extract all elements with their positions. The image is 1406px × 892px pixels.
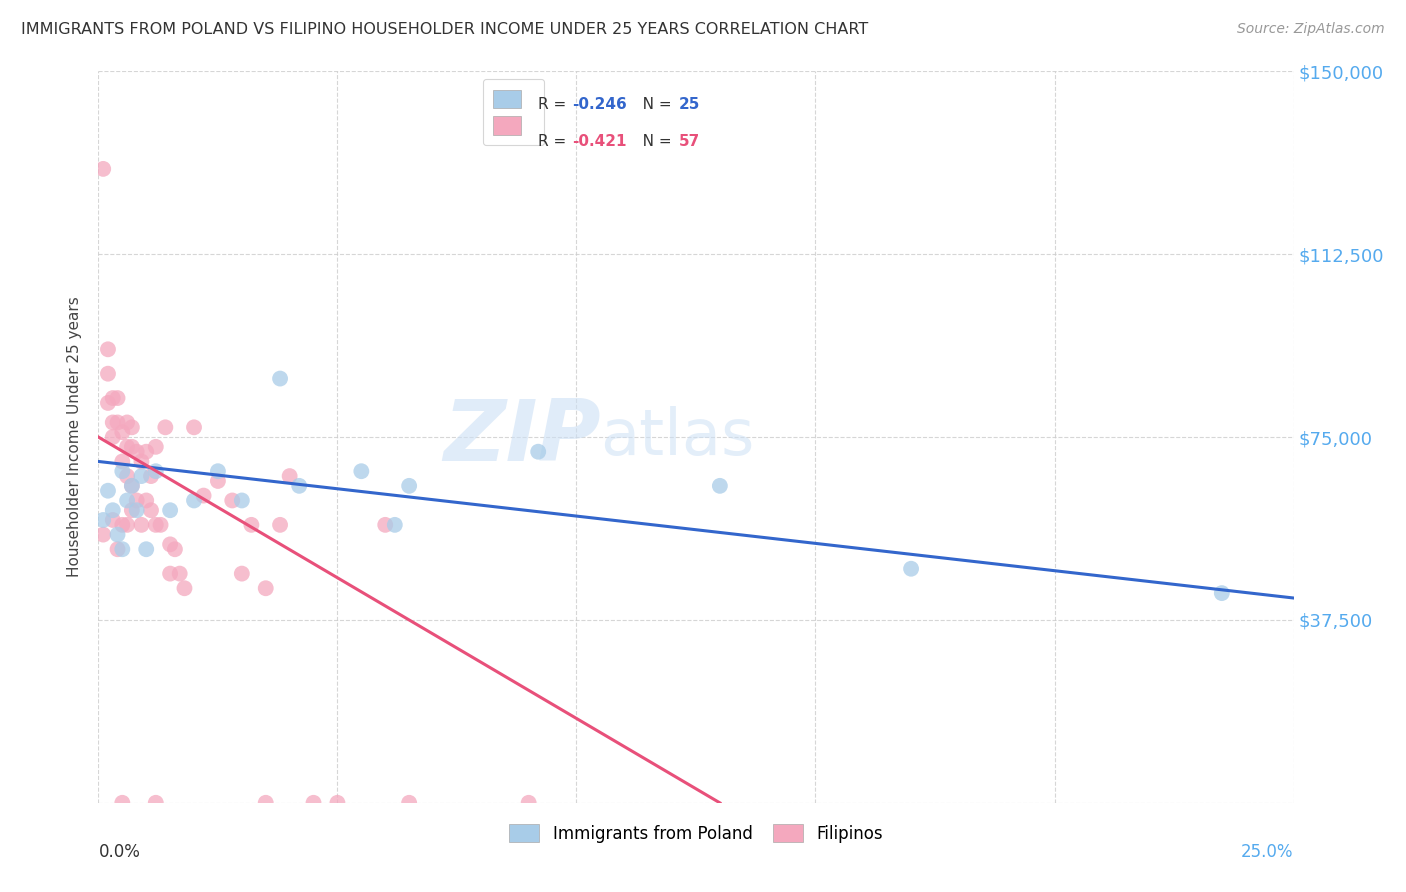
Text: R =: R = [538, 97, 571, 112]
Point [101, 513, 124, 527]
Text: Source: ZipAtlas.com: Source: ZipAtlas.com [1237, 22, 1385, 37]
Point [131, 469, 153, 483]
Text: -0.421: -0.421 [572, 134, 626, 149]
Point [111, 517, 134, 532]
Point [254, 581, 277, 595]
Point [131, 517, 153, 532]
Point [221, 493, 243, 508]
Point [145, 796, 167, 810]
Point [107, 527, 129, 541]
Point [207, 464, 229, 478]
Point [135, 542, 157, 557]
Point [350, 464, 373, 478]
Text: 25.0%: 25.0% [1241, 843, 1294, 861]
Point [121, 420, 143, 434]
Point [517, 796, 540, 810]
Point [101, 430, 124, 444]
Point [97, 483, 120, 498]
Point [240, 517, 263, 532]
Point [125, 503, 148, 517]
Point [269, 517, 291, 532]
Text: N =: N = [628, 134, 676, 149]
Point [269, 371, 291, 385]
Point [131, 454, 153, 468]
Point [1211, 586, 1233, 600]
Text: atlas: atlas [600, 406, 755, 468]
Point [115, 440, 138, 454]
Point [288, 479, 311, 493]
Point [121, 440, 143, 454]
Point [302, 796, 325, 810]
Text: ZIP: ZIP [443, 395, 600, 479]
Point [121, 503, 143, 517]
Point [173, 581, 195, 595]
Text: -0.246: -0.246 [572, 97, 627, 112]
Point [111, 425, 134, 440]
Point [97, 367, 120, 381]
Point [115, 469, 138, 483]
Point [91, 527, 114, 541]
Point [115, 517, 138, 532]
Point [111, 796, 134, 810]
Y-axis label: Householder Income Under 25 years: Householder Income Under 25 years [67, 297, 83, 577]
Point [97, 343, 120, 357]
Text: IMMIGRANTS FROM POLAND VS FILIPINO HOUSEHOLDER INCOME UNDER 25 YEARS CORRELATION: IMMIGRANTS FROM POLAND VS FILIPINO HOUSE… [21, 22, 869, 37]
Legend: Immigrants from Poland, Filipinos: Immigrants from Poland, Filipinos [503, 817, 889, 849]
Point [139, 469, 162, 483]
Point [91, 161, 114, 176]
Point [527, 444, 550, 458]
Point [193, 489, 215, 503]
Point [159, 537, 181, 551]
Point [107, 542, 129, 557]
Point [900, 562, 922, 576]
Point [97, 396, 120, 410]
Point [115, 493, 138, 508]
Point [135, 444, 157, 458]
Point [159, 503, 181, 517]
Point [183, 420, 205, 434]
Point [101, 416, 124, 430]
Point [145, 517, 167, 532]
Point [101, 391, 124, 405]
Point [709, 479, 731, 493]
Point [111, 542, 134, 557]
Point [149, 517, 172, 532]
Point [169, 566, 191, 581]
Point [384, 517, 406, 532]
Text: 25: 25 [679, 97, 700, 112]
Point [183, 493, 205, 508]
Point [121, 479, 143, 493]
Point [115, 416, 138, 430]
Point [278, 469, 301, 483]
Point [111, 464, 134, 478]
Point [107, 391, 129, 405]
Point [145, 464, 167, 478]
Text: R =: R = [538, 134, 571, 149]
Point [125, 493, 148, 508]
Point [111, 454, 134, 468]
Point [135, 493, 157, 508]
Point [107, 416, 129, 430]
Point [374, 517, 396, 532]
Point [155, 420, 177, 434]
Text: 57: 57 [679, 134, 700, 149]
Point [231, 566, 253, 581]
Point [207, 474, 229, 488]
Point [101, 503, 124, 517]
Point [398, 479, 420, 493]
Point [121, 479, 143, 493]
Text: N =: N = [628, 97, 676, 112]
Point [254, 796, 277, 810]
Point [398, 796, 420, 810]
Point [231, 493, 253, 508]
Point [125, 444, 148, 458]
Point [139, 503, 162, 517]
Text: 0.0%: 0.0% [98, 843, 141, 861]
Point [91, 513, 114, 527]
Point [163, 542, 186, 557]
Point [145, 440, 167, 454]
Point [326, 796, 349, 810]
Point [159, 566, 181, 581]
